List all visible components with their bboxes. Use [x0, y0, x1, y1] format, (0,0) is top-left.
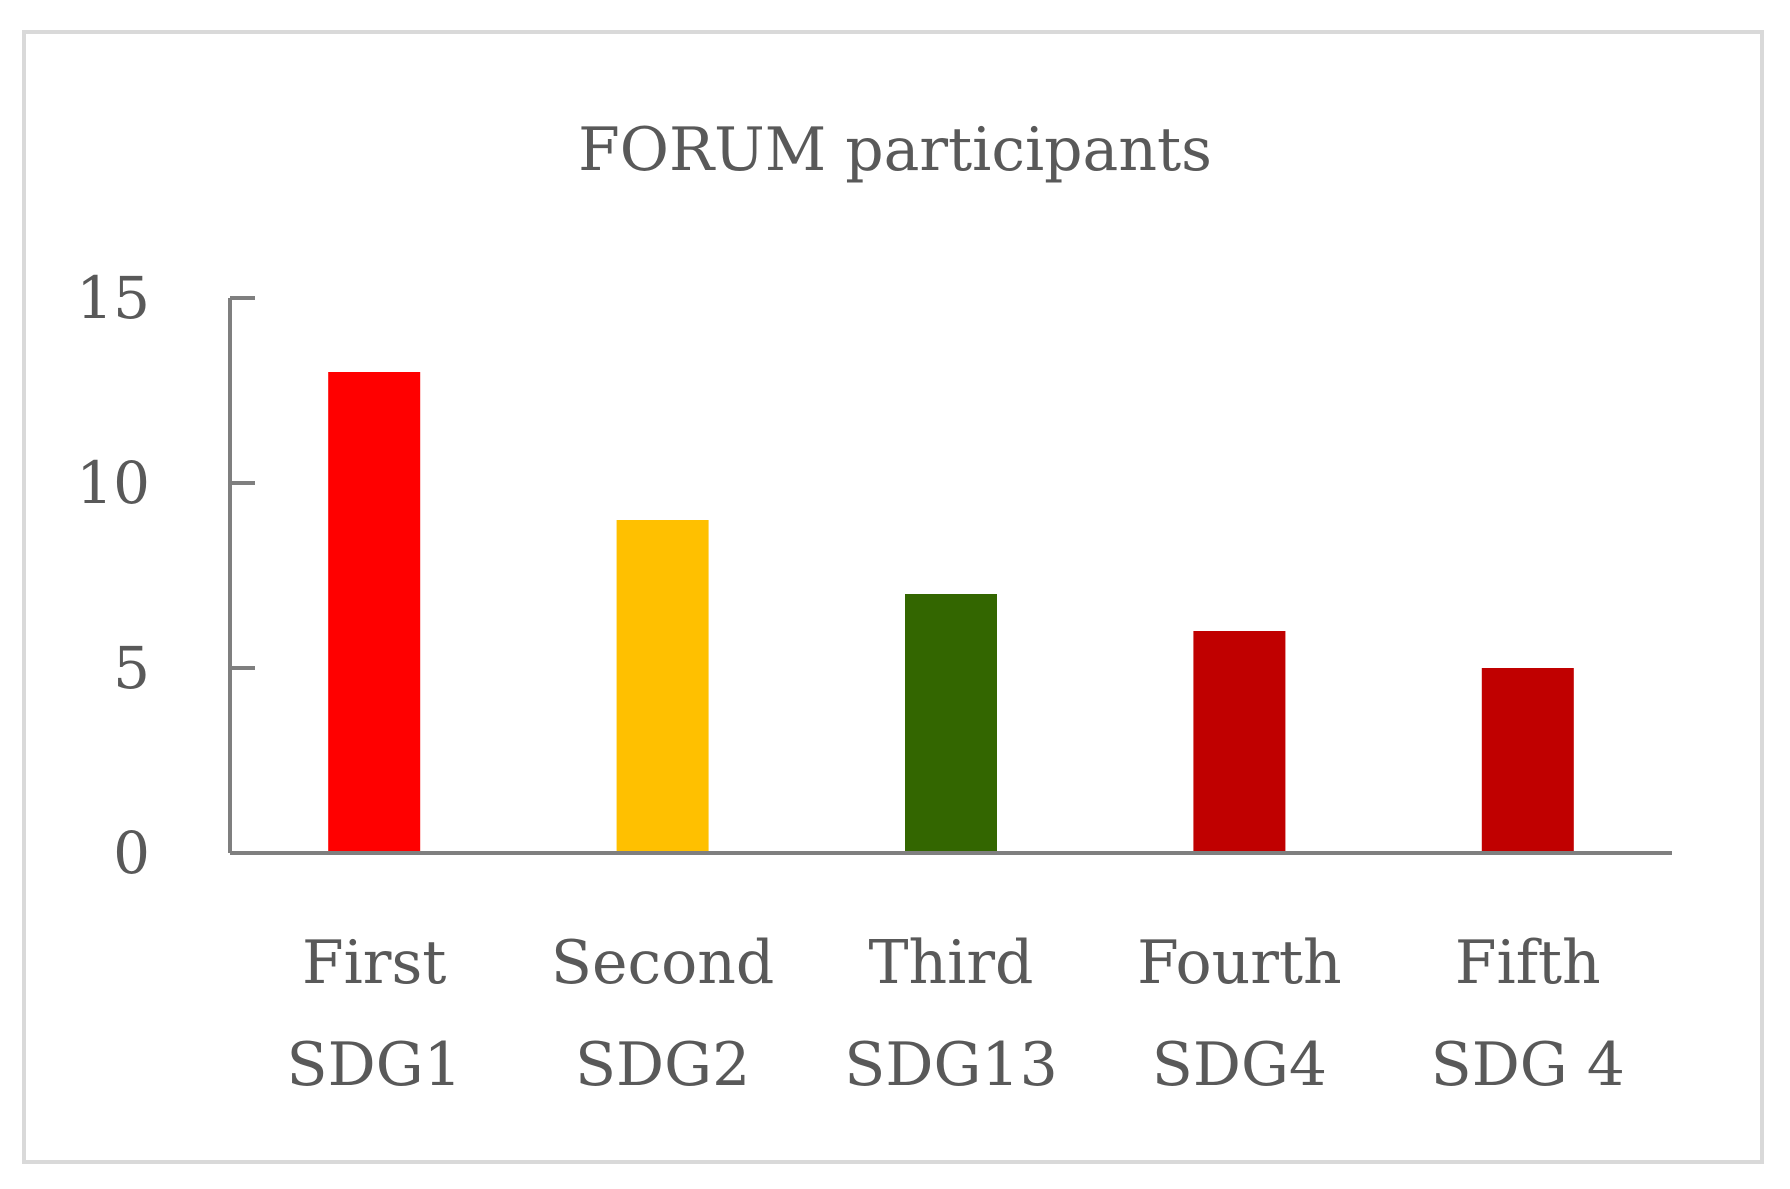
x-tick-sublabel: SDG 4	[1431, 1030, 1625, 1100]
bar	[328, 372, 421, 853]
y-tick-label: 0	[113, 819, 150, 887]
x-tick-sublabel: SDG13	[844, 1030, 1058, 1100]
bar	[1193, 631, 1286, 853]
x-tick-label: Second	[551, 928, 774, 998]
bars	[328, 372, 1574, 853]
y-tick-label: 10	[76, 449, 150, 517]
x-tick-label: Third	[869, 928, 1034, 998]
x-tick-sublabel: SDG1	[287, 1030, 462, 1100]
chart-title: FORUM participants	[578, 115, 1212, 185]
x-tick-label: Fourth	[1137, 928, 1342, 998]
y-axis: 0 5 10 15	[76, 264, 255, 887]
x-axis: First SDG1 Second SDG2 Third SDG13 Fourth SDG4 F…	[230, 851, 1672, 1100]
x-tick-label: Fifth	[1455, 928, 1601, 998]
x-tick-label: First	[302, 928, 446, 998]
bar	[1481, 668, 1574, 853]
bar	[905, 594, 997, 853]
chart-frame	[22, 30, 1764, 1164]
bar	[616, 520, 709, 853]
y-tick-label: 5	[113, 634, 150, 702]
x-tick-sublabel: SDG4	[1152, 1030, 1327, 1100]
y-tick-label: 15	[76, 264, 150, 332]
x-tick-sublabel: SDG2	[575, 1030, 750, 1100]
